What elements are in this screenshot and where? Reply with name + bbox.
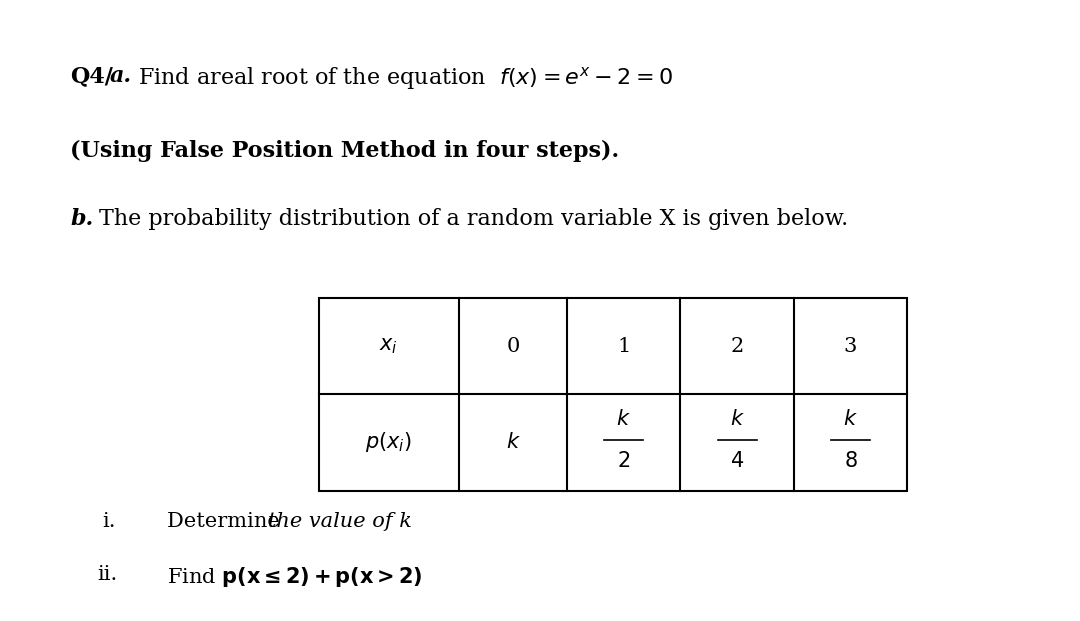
Text: $p(x_i)$: $p(x_i)$ [365,430,413,455]
Text: $8$: $8$ [843,451,858,471]
Text: $k$: $k$ [505,432,521,453]
Text: Find $\mathbf{p(x \leq 2) + p(x > 2)}$: Find $\mathbf{p(x \leq 2) + p(x > 2)}$ [167,565,423,589]
Text: $k$: $k$ [617,409,631,429]
Text: $4$: $4$ [730,451,744,471]
Text: 3: 3 [843,337,858,356]
Text: the value of k: the value of k [268,512,411,532]
Text: $2$: $2$ [617,451,631,471]
Text: The probability distribution of a random variable X is given below.: The probability distribution of a random… [99,208,849,230]
Text: $k$: $k$ [730,409,744,429]
Text: b.: b. [70,208,94,230]
Text: Find areal root of the equation  $f(x) = e^x - 2 = 0$: Find areal root of the equation $f(x) = … [138,65,673,92]
Text: $k$: $k$ [843,409,858,429]
Text: i.: i. [103,512,117,532]
Text: Q4/: Q4/ [70,65,113,87]
Text: ii.: ii. [97,565,118,584]
Text: 1: 1 [617,337,631,356]
Text: a.: a. [110,65,132,87]
Text: 2: 2 [730,337,744,356]
Text: $x_i$: $x_i$ [379,337,399,356]
Text: (Using False Position Method in four steps).: (Using False Position Method in four ste… [70,140,619,162]
Text: Determine: Determine [167,512,287,532]
Bar [319,298,907,491]
Text: 0: 0 [507,337,519,356]
